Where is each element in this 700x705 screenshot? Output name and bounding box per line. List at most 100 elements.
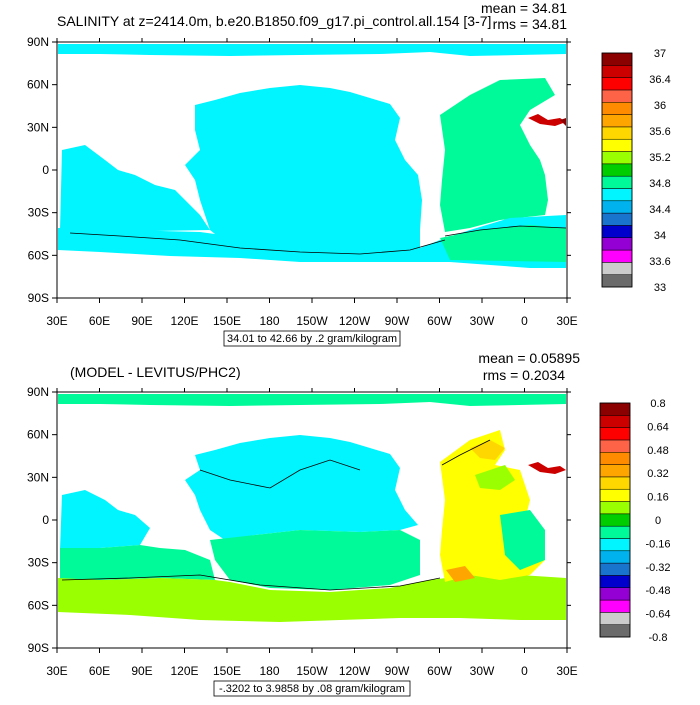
lat-label: 90S [28, 291, 49, 305]
colorbar-swatch [601, 237, 633, 251]
colorbar-label: 0.8 [650, 398, 665, 410]
panel-title: SALINITY at z=2414.0m, b.e20.B1850.f09_g… [57, 13, 491, 29]
pacific-ocean [185, 85, 422, 262]
lat-label: 60N [27, 428, 49, 442]
colorbar-label: 0.32 [647, 468, 668, 480]
rms-label: rms = 34.81 [493, 16, 568, 32]
panel-title: (MODEL - LEVITUS/PHC2) [70, 364, 241, 380]
colorbar-label: 34.8 [649, 178, 670, 190]
lon-label: 30E [556, 314, 577, 328]
south-atlantic-green [500, 510, 545, 570]
colorbar-swatch [601, 163, 633, 177]
colorbar-label: 36 [654, 100, 666, 112]
south-indian [60, 545, 215, 580]
lat-label: 60N [27, 78, 49, 92]
colorbar-swatch [601, 262, 633, 275]
colorbar-label: 34.4 [649, 204, 670, 216]
indian-ocean [60, 490, 150, 550]
colorbar-swatch [599, 415, 631, 428]
colorbar-label: 0.48 [647, 445, 668, 457]
red-sea [560, 118, 566, 126]
arctic-ocean [58, 44, 566, 56]
colorbar-swatch [599, 439, 631, 453]
lat-label: 90N [27, 35, 49, 49]
colorbar-label: -0.32 [645, 562, 670, 574]
atlantic-ocean [440, 78, 555, 232]
indian-ocean [60, 145, 210, 232]
mediterranean-sea [528, 462, 566, 474]
colorbar-swatch [599, 513, 631, 527]
lat-label: 60S [28, 248, 49, 262]
rms-label: rms = 0.2034 [483, 367, 565, 383]
colorbar-swatch [599, 452, 631, 465]
mean-label: mean = 0.05895 [478, 350, 580, 366]
colorbar-swatch [601, 114, 633, 128]
colorbar-swatch [601, 212, 633, 226]
lat-label: 90N [27, 385, 49, 399]
lon-label: 150E [213, 314, 241, 328]
lon-label: 60E [89, 664, 110, 678]
info-text: -.3202 to 3.9858 by .08 gram/kilogram [219, 683, 405, 695]
north-atlantic-patch [475, 465, 515, 490]
colorbar-label: 34 [654, 230, 666, 242]
lon-label: 30W [470, 314, 495, 328]
falklands-patch [446, 566, 475, 582]
southern-atlantic-band [440, 225, 566, 262]
colorbar-swatch [601, 151, 633, 165]
lon-label: 0 [521, 314, 528, 328]
colorbar-label: -0.48 [645, 585, 670, 597]
colorbar-swatch [599, 587, 631, 601]
lon-label: 60E [89, 314, 110, 328]
lat-label: 30S [28, 206, 49, 220]
colorbar-swatch [601, 225, 633, 238]
pacific-ocean [185, 435, 418, 540]
colorbar-swatch [599, 538, 631, 552]
colorbar-swatch [599, 624, 631, 638]
contour-line [444, 225, 567, 237]
contour-line [61, 574, 441, 591]
lon-label: 0 [521, 664, 528, 678]
lat-label: 90S [28, 641, 49, 655]
colorbar-swatch [601, 89, 633, 103]
contour-line [199, 459, 361, 489]
southern-ocean [58, 215, 566, 268]
lon-label: 120E [170, 314, 198, 328]
lon-label: 120W [339, 314, 371, 328]
map-plot [58, 394, 566, 622]
colorbar-frame [599, 402, 631, 638]
colorbar-swatch [599, 402, 631, 416]
colorbar-swatch [599, 575, 631, 588]
colorbar-swatch [601, 188, 633, 202]
lon-label: 150E [213, 664, 241, 678]
colorbar-label: 33.6 [649, 256, 670, 268]
colorbar-swatch [601, 126, 633, 140]
colorbar-swatch [599, 612, 631, 625]
colorbar-swatch [601, 102, 633, 115]
lat-label: 60S [28, 598, 49, 612]
colorbar-swatch [599, 476, 631, 490]
colorbar-swatch [601, 249, 633, 263]
labrador-patch [470, 440, 505, 460]
lat-label: 30N [27, 120, 49, 134]
contour-line [69, 232, 446, 255]
colorbar-swatch [601, 52, 633, 66]
lon-label: 180 [259, 664, 279, 678]
info-text: 34.01 to 42.66 by .2 gram/kilogram [227, 333, 397, 345]
lon-label: 150W [296, 314, 328, 328]
lon-label: 90W [385, 314, 410, 328]
lon-label: 60W [427, 314, 452, 328]
south-pacific [210, 530, 420, 590]
mediterranean-sea [528, 114, 566, 126]
colorbar-label: -0.64 [645, 609, 670, 621]
southern-ocean [58, 575, 566, 622]
map-plot [58, 44, 567, 268]
colorbar-label: 0.16 [647, 492, 668, 504]
colorbar-label: 35.6 [649, 126, 670, 138]
lon-label: 30E [556, 664, 577, 678]
axis-ticks: 90N 60N 30N 0 30S 60S 90S 30E 60E 90E 120E 150E 180 1… [27, 35, 578, 328]
panel-salinity: SALINITY at z=2414.0m, b.e20.B1850.f09_g… [27, 0, 671, 347]
colorbar-swatch [601, 200, 633, 214]
panel-difference: (MODEL - LEVITUS/PHC2) mean = 0.05895 rm… [27, 350, 671, 697]
colorbar-swatch [599, 427, 631, 441]
